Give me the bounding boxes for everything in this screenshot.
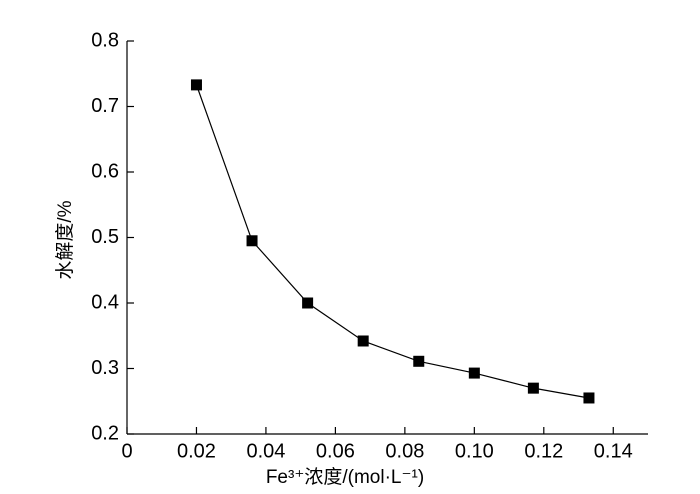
x-tick-label: 0.08 — [385, 440, 424, 462]
y-tick-label: 0.5 — [91, 226, 119, 248]
y-tick-label: 0.4 — [91, 291, 119, 313]
x-tick-label: 0.02 — [177, 440, 216, 462]
marker — [302, 297, 314, 309]
marker — [413, 355, 425, 367]
x-tick-label: 0.04 — [246, 440, 285, 462]
y-tick-label: 0.3 — [91, 357, 119, 379]
marker — [527, 382, 539, 394]
y-tick-label: 0.2 — [91, 422, 119, 444]
y-axis-title: 水解度/% — [54, 200, 76, 279]
x-tick-label: 0.06 — [316, 440, 355, 462]
y-tick-label: 0.6 — [91, 160, 119, 182]
marker — [357, 335, 369, 347]
marker — [246, 235, 258, 247]
x-tick-label: 0.12 — [524, 440, 563, 462]
marker — [583, 392, 595, 404]
x-tick-label: 0.10 — [455, 440, 494, 462]
y-tick-label: 0.7 — [91, 95, 119, 117]
x-tick-label: 0 — [121, 440, 132, 462]
y-tick-label: 0.8 — [91, 29, 119, 51]
marker — [468, 367, 480, 379]
x-tick-label: 0.14 — [594, 440, 633, 462]
marker — [190, 79, 202, 91]
line — [195, 84, 590, 399]
x-axis-title: Fe³⁺浓度/(mol·L⁻¹) — [266, 466, 424, 488]
